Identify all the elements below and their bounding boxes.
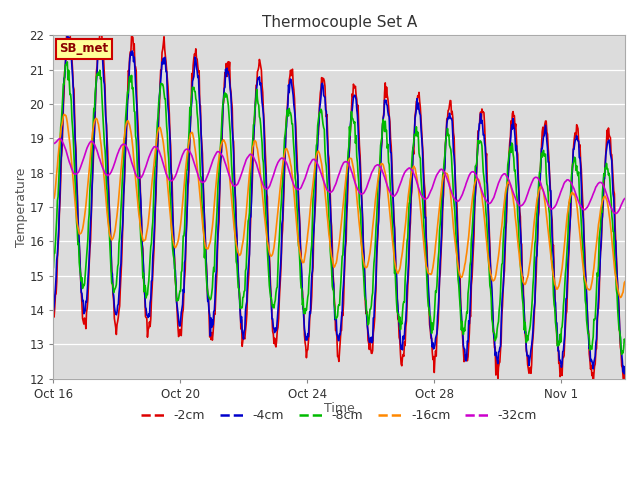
-8cm [512,176,520,182]
-16cm [71,195,79,201]
-8cm [618,351,625,357]
-4cm [49,308,57,314]
-2cm [289,66,296,72]
-32cm [512,196,520,202]
-4cm [185,168,193,174]
-8cm [185,139,193,144]
-16cm [289,174,296,180]
-32cm [71,171,79,177]
-32cm [289,179,296,184]
-16cm [616,295,624,300]
Line: -16cm: -16cm [53,114,625,298]
-4cm [512,148,520,154]
-8cm [374,180,382,185]
-8cm [49,264,57,270]
X-axis label: Time: Time [324,402,355,415]
Legend: -2cm, -4cm, -8cm, -16cm, -32cm: -2cm, -4cm, -8cm, -16cm, -32cm [136,404,542,427]
Text: SB_met: SB_met [59,43,108,56]
-8cm [621,338,629,344]
-16cm [60,111,68,117]
-32cm [56,136,64,142]
-32cm [621,195,629,201]
-2cm [49,314,57,320]
-2cm [185,179,193,184]
-32cm [258,180,266,185]
-4cm [258,99,266,105]
-2cm [621,369,629,375]
-16cm [258,187,266,193]
-4cm [289,86,296,92]
-2cm [374,230,382,236]
-4cm [621,364,629,370]
-32cm [49,140,57,146]
-2cm [620,385,627,391]
Line: -32cm: -32cm [53,139,625,214]
-16cm [512,218,520,224]
-16cm [185,142,193,148]
-8cm [258,140,266,146]
Line: -2cm: -2cm [53,26,625,388]
-4cm [71,124,79,130]
-4cm [621,371,628,377]
-16cm [49,195,57,201]
-8cm [289,121,296,127]
-32cm [612,211,620,216]
Line: -4cm: -4cm [53,35,625,374]
-32cm [185,147,193,153]
Y-axis label: Temperature: Temperature [15,167,28,247]
-2cm [70,87,78,93]
Line: -8cm: -8cm [53,62,625,354]
-4cm [374,226,382,231]
-16cm [621,279,629,285]
-32cm [374,162,382,168]
-2cm [97,24,104,29]
-2cm [512,121,520,127]
Title: Thermocouple Set A: Thermocouple Set A [262,15,417,30]
-8cm [63,59,71,65]
-2cm [258,83,266,88]
-16cm [374,178,382,183]
-8cm [71,164,79,170]
-4cm [63,32,71,37]
